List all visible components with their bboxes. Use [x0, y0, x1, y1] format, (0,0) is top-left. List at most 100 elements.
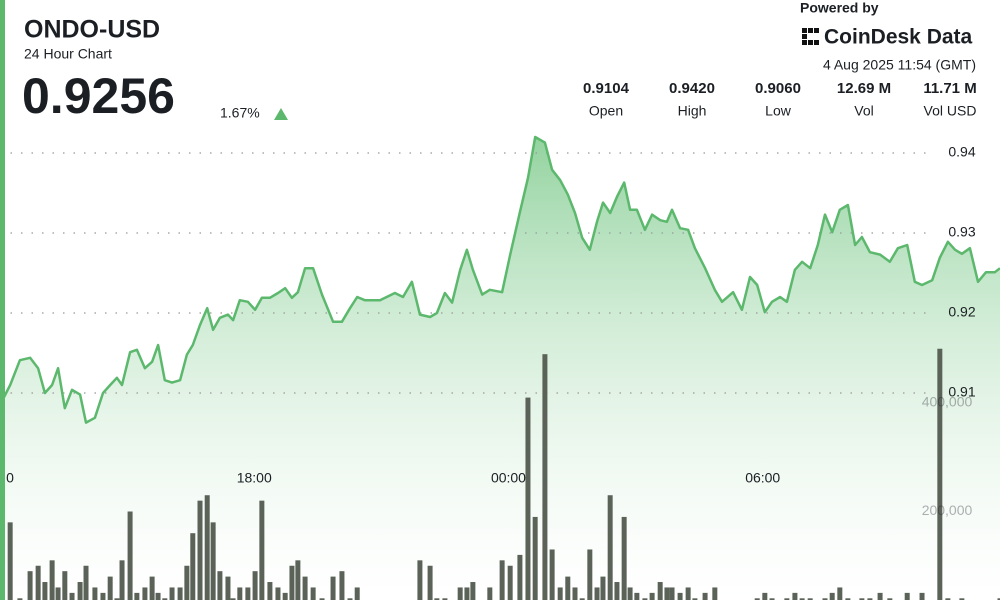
volume-bar — [210, 522, 216, 600]
volume-bar — [92, 587, 98, 600]
volume-bar — [434, 598, 440, 600]
plot — [0, 135, 1000, 600]
volume-bar — [77, 582, 83, 600]
volume-bar — [252, 571, 258, 600]
volume-bar — [230, 598, 236, 600]
volume-bar — [945, 598, 951, 600]
accent-bar — [0, 0, 5, 600]
volume-bar — [919, 592, 925, 600]
volume-bar — [621, 516, 627, 600]
timestamp: 4 Aug 2025 11:54 (GMT) — [823, 57, 976, 73]
brand: CoinDesk Data — [824, 26, 973, 49]
chart-title: ONDO-USD — [24, 16, 160, 44]
volume-bar — [677, 592, 683, 600]
volume-bar — [427, 565, 433, 600]
volume-bar — [330, 576, 336, 600]
volume-bar — [572, 587, 578, 600]
volume-bar — [642, 598, 648, 600]
volume-bar — [149, 576, 155, 600]
volume-bar — [669, 587, 675, 600]
volume-bar — [634, 592, 640, 600]
volume-bar — [134, 592, 140, 600]
volume-bar — [579, 598, 585, 600]
volume-bar — [55, 587, 61, 600]
volume-bar — [119, 560, 125, 600]
volume-bar — [542, 354, 548, 600]
volume-bar — [822, 598, 828, 600]
y-tick-label: 0.93 — [948, 224, 975, 240]
stat-label: Vol USD — [924, 103, 977, 119]
volume-bar — [487, 587, 493, 600]
volume-bar — [594, 587, 600, 600]
volume-bar — [754, 598, 760, 600]
volume-bar — [557, 587, 563, 600]
price: 0.9256 — [22, 68, 175, 124]
volume-bar — [310, 587, 316, 600]
volume-bar — [177, 587, 183, 600]
volume-bar — [614, 582, 620, 600]
volume-bar — [27, 571, 33, 600]
volume-bar — [107, 576, 113, 600]
volume-bar — [517, 554, 523, 600]
volume-bar — [319, 598, 325, 600]
volume-bar — [69, 592, 75, 600]
x-tick-label: 0 — [6, 470, 14, 486]
volume-bar — [799, 598, 805, 600]
volume-bar — [784, 598, 790, 600]
volume-bar — [347, 598, 353, 600]
y-tick-label: 0.92 — [948, 304, 975, 320]
volume-bar — [190, 533, 196, 600]
volume-bar — [217, 571, 223, 600]
volume-bar — [114, 598, 120, 600]
x-tick-label: 06:00 — [745, 470, 780, 486]
volume-bar — [339, 571, 345, 600]
volume-bar — [859, 598, 865, 600]
stats: 0.9104 Open 0.9420 High 0.9060 Low 12.69 M Vol 1… — [583, 80, 977, 119]
volume-bar — [845, 598, 851, 600]
volume-bar — [267, 582, 273, 600]
volume-bar — [442, 598, 448, 600]
volume-bar — [565, 576, 571, 600]
y-tick-label: 0.94 — [948, 144, 975, 160]
volume-bar — [245, 587, 251, 600]
volume-bar — [17, 598, 23, 600]
volume-bar — [887, 598, 893, 600]
stat-value: 12.69 M — [837, 80, 891, 97]
y-tick-label: 0.91 — [948, 384, 975, 400]
volume-bar — [792, 592, 798, 600]
volume-bar — [937, 348, 943, 600]
volume-bar — [607, 495, 613, 600]
volume-bar — [664, 587, 670, 600]
stat-value: 11.71 M — [923, 80, 976, 97]
volume-bar — [289, 565, 295, 600]
logo — [802, 28, 819, 45]
volume-bar — [549, 549, 555, 600]
volume-bar — [657, 582, 663, 600]
change: 1.67% — [220, 105, 260, 121]
stat-label: Open — [589, 103, 623, 119]
volume-bar — [499, 560, 505, 600]
volume-bar — [712, 587, 718, 600]
volume-bar — [867, 598, 873, 600]
volume-bar — [702, 592, 708, 600]
volume-bar — [83, 565, 89, 600]
volume-bar — [162, 598, 168, 600]
volume-bar — [302, 576, 308, 600]
volume-bar — [354, 587, 360, 600]
volume-bar — [155, 592, 161, 600]
stat-label: Vol — [854, 103, 873, 119]
volume-bar — [904, 592, 910, 600]
stat-value: 0.9104 — [583, 80, 630, 97]
price-area — [0, 137, 1000, 600]
volume-bar — [197, 500, 203, 600]
volume-bar — [142, 587, 148, 600]
volume-bar — [127, 511, 133, 600]
stat-label: High — [678, 103, 707, 119]
volume-bar — [295, 560, 301, 600]
volume-bar — [837, 587, 843, 600]
volume-bar — [204, 495, 210, 600]
volume-bar — [275, 587, 281, 600]
volume-bar — [762, 592, 768, 600]
volume-bar — [685, 587, 691, 600]
